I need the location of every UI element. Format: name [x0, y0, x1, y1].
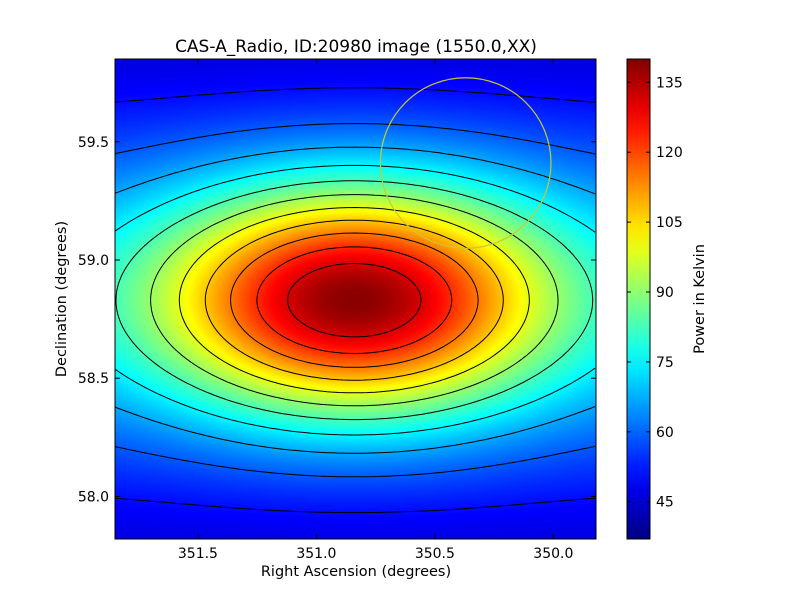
y-axis-label: Declination (degrees) — [54, 221, 70, 377]
contour-lines — [115, 87, 596, 514]
x-axis: 351.5 351.0 350.5 350.0 — [178, 59, 573, 562]
x-tick-label: 351.5 — [178, 546, 218, 562]
contour-level-51 — [115, 87, 596, 514]
y-axis: 58.0 58.5 59.0 59.5 — [78, 135, 596, 505]
contour-level-107 — [204, 219, 504, 381]
plot-frame — [114, 58, 597, 540]
x-tick-label: 350.5 — [415, 546, 455, 562]
colorbar-tick-label: 90 — [656, 285, 674, 301]
colorbar-label: Power in Kelvin — [692, 244, 708, 354]
chart-title: CAS-A_Radio, ID:20980 image (1550.0,XX) — [175, 37, 537, 57]
colorbar-gradient — [626, 58, 651, 540]
contour-level-115 — [230, 232, 479, 368]
colorbar-ticks: 45 60 75 90 105 120 135 — [627, 75, 683, 511]
colorbar: 45 60 75 90 105 120 135 Power in Kelvin — [626, 58, 708, 540]
colorbar-tick-label: 60 — [656, 425, 674, 441]
y-tick-label: 58.0 — [78, 489, 109, 505]
contour-level-131 — [287, 263, 422, 338]
y-tick-label: 58.5 — [78, 371, 109, 387]
colorbar-tick-label: 120 — [656, 145, 683, 161]
contour-level-123 — [256, 246, 453, 354]
colorbar-tick-label: 45 — [656, 495, 674, 511]
contour-level-59 — [115, 123, 596, 478]
plot-area — [114, 58, 597, 540]
contour-level-91 — [150, 194, 559, 407]
heatmap-image — [115, 59, 596, 539]
colorbar-tick-label: 135 — [656, 75, 683, 91]
contour-level-75 — [115, 164, 596, 436]
x-axis-label: Right Ascension (degrees) — [261, 564, 451, 580]
x-tick-label: 350.0 — [533, 546, 573, 562]
colorbar-tick-label: 75 — [656, 355, 674, 371]
contour-level-83 — [115, 180, 594, 421]
x-tick-label: 351.0 — [296, 546, 336, 562]
y-tick-label: 59.5 — [78, 135, 109, 151]
y-tick-label: 59.0 — [78, 253, 109, 269]
contour-level-67 — [115, 146, 596, 454]
colorbar-tick-label: 105 — [656, 215, 683, 231]
annotation-circle — [379, 77, 552, 249]
